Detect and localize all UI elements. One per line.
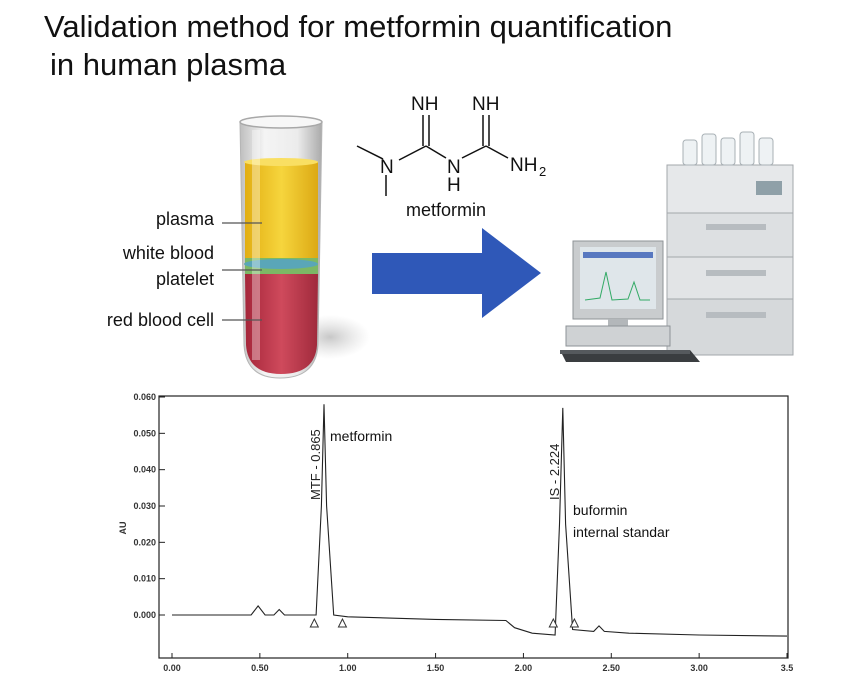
bond-methyl-1 — [356, 145, 384, 160]
chromatogram-trace — [172, 404, 788, 637]
monitor-trace — [584, 271, 650, 301]
chart-frame — [158, 395, 789, 659]
y-tick-label: 0.010 — [133, 574, 156, 584]
test-tube — [239, 115, 370, 379]
keyboard-edge — [560, 350, 690, 354]
pc-case — [565, 325, 671, 347]
hplc-module-2 — [666, 212, 794, 258]
hplc-display — [756, 181, 782, 195]
red-cell-layer — [245, 274, 318, 374]
hplc-module-3 — [666, 256, 794, 300]
plasma-surface — [244, 158, 318, 166]
bond-n2-c2 — [461, 145, 487, 159]
monitor-titlebar — [583, 252, 653, 258]
x-tick-label: 1.50 — [427, 663, 445, 673]
peak-label-mtf: MTF - 0.865 — [308, 429, 323, 500]
title-line-1: Validation method for metformin quantifi… — [44, 9, 673, 44]
baseline-markers — [309, 617, 580, 628]
title-line-2: in human plasma — [50, 47, 287, 82]
y-tick-label: 0.040 — [133, 465, 156, 475]
molecule-name: metformin — [406, 200, 486, 220]
peak-label-is: IS - 2.224 — [547, 444, 562, 500]
atom-n-left: N — [380, 157, 394, 178]
x-tick-label: 2.50 — [603, 663, 621, 673]
tube-rim — [239, 115, 323, 129]
platelet-layer — [244, 259, 318, 269]
baseline-marker — [309, 617, 320, 628]
tube-labels: plasma white blood platelet red blood ce… — [107, 209, 262, 330]
annotation-internal-standard: internal standar — [573, 524, 670, 540]
plasma-layer — [245, 162, 318, 258]
atom-nh-right: NH — [472, 94, 499, 115]
annotation-buformin: buformin — [573, 502, 627, 518]
x-tick-label: 2.00 — [515, 663, 533, 673]
x-axis: 0.00 0.50 1.00 1.50 2.00 2.50 3.00 3.5 — [163, 653, 793, 673]
hplc-module-4 — [666, 298, 794, 356]
bond-c1-n2 — [425, 145, 447, 159]
atom-nh2: NH — [510, 155, 537, 176]
process-arrow-icon — [372, 228, 541, 318]
metformin-structure: NH NH N N H NH 2 metformin — [356, 94, 546, 220]
tube-highlight — [252, 130, 260, 360]
label-white-blood: white blood — [122, 243, 214, 263]
label-red-blood-cell: red blood cell — [107, 310, 214, 330]
y-tick-label: 0.050 — [133, 428, 156, 438]
x-tick-label: 0.50 — [251, 663, 269, 673]
label-plasma: plasma — [156, 209, 215, 229]
hplc-system-icon — [560, 131, 794, 362]
y-axis: 0.000 0.010 0.020 0.030 0.040 0.050 0.060 — [133, 392, 165, 620]
hplc-slot-3 — [706, 312, 766, 318]
x-tick-label: 0.00 — [163, 663, 181, 673]
atom-nh2-subscript: 2 — [539, 164, 546, 179]
atom-h: H — [447, 175, 461, 196]
atom-nh-left: NH — [411, 94, 438, 115]
baseline-marker — [569, 617, 580, 628]
atom-n-mid: N — [447, 157, 461, 178]
chromatogram: AU 0.00 0.50 1.00 1.50 2.00 2.50 3.00 3.5 0.000… — [118, 392, 793, 673]
y-tick-label: 0.060 — [133, 392, 156, 402]
x-tick-label: 1.00 — [339, 663, 357, 673]
y-tick-label: 0.030 — [133, 501, 156, 511]
monitor-stand — [608, 319, 628, 327]
y-tick-label: 0.000 — [133, 610, 156, 620]
x-tick-label: 3.5 — [781, 663, 794, 673]
bond-n-c1 — [398, 145, 427, 161]
x-tick-label: 3.00 — [690, 663, 708, 673]
baseline-marker — [337, 617, 348, 628]
hplc-slot-1 — [706, 224, 766, 230]
hplc-slot-2 — [706, 270, 766, 276]
bond-c2-nh2 — [485, 145, 509, 159]
solvent-bottles — [682, 131, 774, 166]
label-platelet: platelet — [156, 269, 214, 289]
page-title: Validation method for metformin quantifi… — [44, 8, 672, 84]
y-axis-label: AU — [118, 522, 128, 535]
annotation-metformin: metformin — [330, 428, 392, 444]
y-tick-label: 0.020 — [133, 537, 156, 547]
baseline-marker — [548, 617, 559, 628]
